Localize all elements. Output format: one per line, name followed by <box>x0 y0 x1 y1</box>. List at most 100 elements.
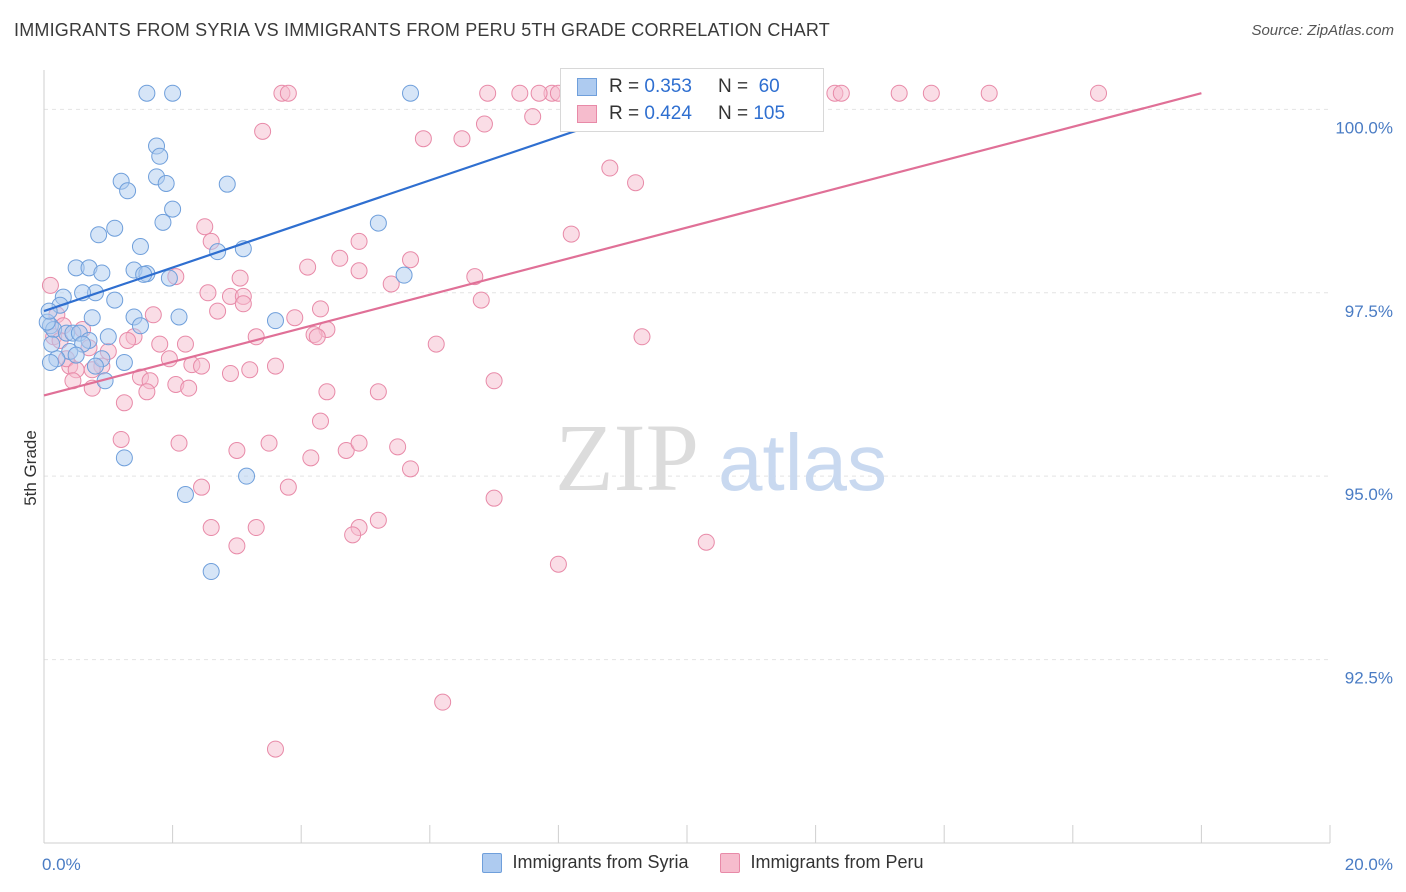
data-point-peru <box>311 300 329 318</box>
data-point-syria <box>151 147 169 165</box>
data-point-peru <box>119 331 137 349</box>
data-point-peru <box>193 478 211 496</box>
data-point-peru <box>980 84 998 102</box>
data-point-peru <box>234 295 252 313</box>
data-point-peru <box>466 268 484 286</box>
data-point-peru <box>382 275 400 293</box>
data-point-peru <box>402 251 420 269</box>
data-point-peru <box>231 269 249 287</box>
data-point-peru <box>260 434 278 452</box>
legend-n-value-peru: 105 <box>753 103 786 124</box>
data-point-peru <box>138 383 156 401</box>
data-point-syria <box>164 200 182 218</box>
data-point-peru <box>479 84 497 102</box>
correlation-legend: R = 0.353 N = 60 R = 0.424 N = 105 <box>560 68 824 132</box>
data-point-peru <box>112 430 130 448</box>
data-point-peru <box>832 84 850 102</box>
data-point-peru <box>369 511 387 529</box>
data-point-peru <box>475 115 493 133</box>
data-point-peru <box>41 276 59 294</box>
watermark-atlas: atlas <box>718 418 887 507</box>
x-tick-label: 0.0% <box>42 855 81 874</box>
data-point-peru <box>221 364 239 382</box>
data-point-syria <box>106 291 124 309</box>
legend-swatch-syria <box>482 852 503 873</box>
data-point-syria <box>170 308 188 326</box>
data-point-peru <box>254 122 272 140</box>
y-axis-label: 5th Grade <box>21 430 40 506</box>
data-point-peru <box>331 249 349 267</box>
data-point-peru <box>369 383 387 401</box>
data-point-peru <box>228 441 246 459</box>
data-point-syria <box>90 226 108 244</box>
data-point-syria <box>154 213 172 231</box>
data-point-syria <box>41 353 59 371</box>
data-point-peru <box>485 489 503 507</box>
data-point-peru <box>318 383 336 401</box>
data-point-peru <box>144 306 162 324</box>
data-point-peru <box>485 372 503 390</box>
gridlines <box>44 108 1330 661</box>
data-point-peru <box>633 328 651 346</box>
x-tick-labels: 0.0% 20.0% <box>42 855 1393 874</box>
data-point-peru <box>389 438 407 456</box>
data-point-peru <box>697 533 715 551</box>
data-point-peru <box>890 84 908 102</box>
data-point-peru <box>286 309 304 327</box>
data-point-syria <box>67 346 85 364</box>
data-point-peru <box>472 291 490 309</box>
data-point-syria <box>266 312 284 330</box>
legend-swatch-peru <box>577 105 597 123</box>
data-point-peru <box>337 441 355 459</box>
data-point-syria <box>40 302 58 320</box>
data-point-peru <box>196 218 214 236</box>
data-point-peru <box>176 335 194 353</box>
data-point-peru <box>170 434 188 452</box>
legend-label-peru: Immigrants from Peru <box>750 852 924 872</box>
data-point-peru <box>180 379 198 397</box>
data-point-peru <box>202 519 220 537</box>
axes <box>43 70 1331 844</box>
data-point-syria <box>202 563 220 581</box>
data-point-syria <box>176 486 194 504</box>
legend-r-value-syria: 0.353 <box>644 76 692 97</box>
data-point-peru <box>627 174 645 192</box>
data-point-peru <box>311 412 329 430</box>
data-point-peru <box>562 225 580 243</box>
legend-r-label: R = <box>609 103 640 124</box>
data-point-peru <box>511 84 529 102</box>
legend-row-syria: R = 0.353 N = 60 <box>577 75 780 99</box>
legend-label-syria: Immigrants from Syria <box>512 852 689 872</box>
data-point-syria <box>83 309 101 327</box>
data-point-syria <box>86 357 104 375</box>
y-tick-label: 97.5% <box>1345 302 1393 321</box>
watermark-zip: ZIP <box>555 404 699 511</box>
data-point-syria <box>157 174 175 192</box>
data-point-peru <box>193 357 211 375</box>
data-point-syria <box>106 219 124 237</box>
data-point-peru <box>350 262 368 280</box>
data-point-peru <box>922 84 940 102</box>
y-tick-label: 100.0% <box>1335 118 1393 137</box>
data-point-peru <box>549 555 567 573</box>
data-point-peru <box>350 434 368 452</box>
y-tick-label: 95.0% <box>1345 485 1393 504</box>
data-point-peru <box>299 258 317 276</box>
x-tick-label: 20.0% <box>1345 855 1393 874</box>
data-point-peru <box>209 302 227 320</box>
chart-source: Source: ZipAtlas.com <box>1251 22 1394 39</box>
y-tick-labels: 100.0% 97.5% 95.0% 92.5% <box>1335 118 1393 687</box>
data-point-peru <box>308 328 326 346</box>
data-point-peru <box>530 84 548 102</box>
legend-swatch-peru <box>720 852 741 873</box>
data-point-peru <box>1090 84 1108 102</box>
data-point-peru <box>427 335 445 353</box>
legend-r-label: R = <box>609 76 640 97</box>
data-point-syria <box>99 328 117 346</box>
legend-n-label: N = <box>717 103 749 124</box>
data-point-syria <box>119 182 137 200</box>
data-point-peru <box>279 84 297 102</box>
data-point-syria <box>131 238 149 256</box>
data-point-peru <box>524 108 542 126</box>
data-point-peru <box>434 693 452 711</box>
